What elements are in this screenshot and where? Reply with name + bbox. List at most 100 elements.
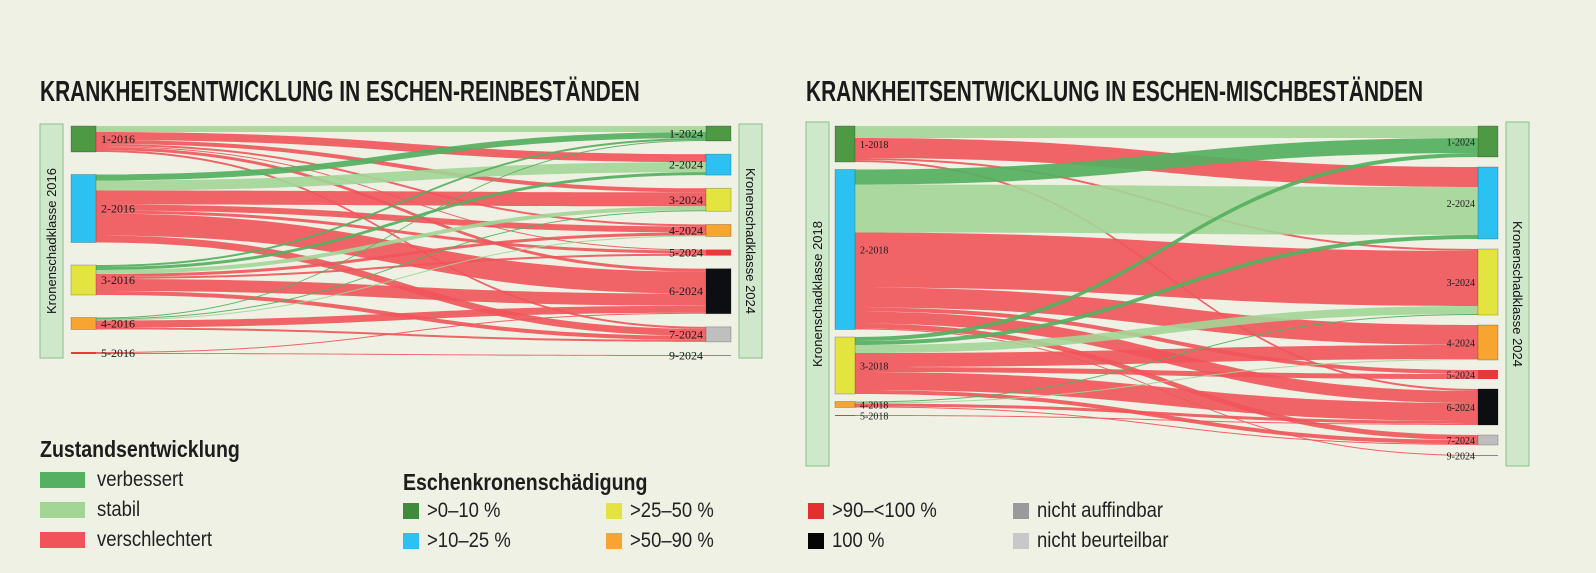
- node-4-2018: [834, 401, 856, 408]
- link-3-2018-to-3-2024-stabil: [855, 306, 1478, 353]
- node-label-1-2016: 1-2016: [101, 132, 135, 146]
- legend-swatch: [40, 502, 85, 518]
- link-3-2016-to-6-2024-verschlechtert: [96, 279, 706, 306]
- node-5-2024: [706, 249, 731, 256]
- left-axis-box: [39, 123, 64, 359]
- node-label-1-2024: 1-2024: [1447, 138, 1475, 149]
- node-label-7-2024: 7-2024: [1447, 436, 1475, 447]
- node-2-2024: [1477, 166, 1499, 240]
- node-label-6-2024: 6-2024: [669, 284, 703, 298]
- node-label-3-2024: 3-2024: [669, 193, 703, 207]
- link-4-2016-to-1-2024-verbessert: [96, 140, 706, 319]
- node-4-2024: [1477, 324, 1499, 361]
- node-3-2016: [70, 264, 97, 296]
- link-3-2016-to-4-2024-verschlechtert: [96, 232, 706, 277]
- node-label-2-2024: 2-2024: [1447, 199, 1475, 210]
- right-axis-box: [738, 123, 763, 359]
- legend-swatch: [606, 533, 622, 549]
- link-1-2016-to-1-2024-stabil: [96, 126, 706, 132]
- legend-swatch: [808, 503, 824, 519]
- node-label-3-2018: 3-2018: [860, 362, 888, 373]
- right-axis-label: Kronenschadklasse 2024: [1510, 221, 1525, 367]
- link-2-2016-to-7-2024-verschlechtert: [96, 235, 706, 336]
- node-label-9-2024: 9-2024: [669, 349, 703, 363]
- node-label-3-2024: 3-2024: [1447, 278, 1475, 289]
- link-2-2016-to-5-2024-verschlechtert: [96, 210, 706, 254]
- link-5-2018-to-6-2024-verschlechtert: [855, 415, 1478, 425]
- link-1-2018-to-1-2024-stabil: [855, 126, 1478, 138]
- legend-damage-title: Eschenkronenschädigung: [403, 469, 648, 495]
- link-3-2016-to-3-2024-stabil: [96, 206, 706, 274]
- legend-damage-item: 100 %: [808, 529, 892, 553]
- link-1-2016-to-4-2024-verschlechtert: [96, 144, 706, 227]
- node-7-2024: [705, 326, 732, 343]
- legend-damage-item: >25–50 %: [606, 499, 725, 523]
- legend-label: nicht auffindbar: [1037, 499, 1164, 522]
- node-label-2-2016: 2-2016: [101, 202, 135, 216]
- legend-status-title: Zustandsentwicklung: [40, 436, 240, 462]
- link-2-2018-to-4-2024-verschlechtert: [855, 287, 1478, 345]
- legend-item-stabil: stabil: [40, 498, 146, 522]
- node-9-2024: [1478, 455, 1498, 456]
- node-1-2024: [705, 125, 732, 142]
- legend-swatch: [40, 472, 85, 488]
- node-5-2016: [71, 352, 96, 354]
- link-3-2018-to-5-2024-verschlechtert: [855, 367, 1478, 379]
- node-5-2018: [835, 415, 855, 416]
- left-axis-box: [805, 121, 830, 467]
- legend-label: >90–<100 %: [832, 499, 937, 522]
- link-2-2018-to-5-2024-verschlechtert: [855, 307, 1478, 374]
- node-2-2016: [70, 174, 97, 243]
- link-3-2016-to-5-2024-verschlechtert: [96, 253, 706, 279]
- node-6-2024: [1477, 388, 1499, 426]
- legend-swatch: [1013, 503, 1029, 519]
- link-2-2016-to-2-2024-stabil: [96, 162, 706, 191]
- node-9-2024: [706, 355, 731, 356]
- link-1-2016-to-2-2024-verschlechtert: [96, 132, 706, 163]
- link-1-2016-to-6-2024-verschlechtert: [96, 147, 706, 272]
- legend-swatch: [403, 503, 419, 519]
- link-4-2016-to-7-2024-verschlechtert: [96, 327, 706, 342]
- link-2-2016-to-4-2024-verschlechtert: [96, 204, 706, 233]
- link-4-2016-to-3-2024-verbessert: [96, 210, 706, 320]
- node-label-5-2024: 5-2024: [669, 246, 703, 260]
- left-axis-label: Kronenschadklasse 2016: [44, 168, 59, 314]
- node-label-1-2024: 1-2024: [669, 127, 703, 141]
- node-1-2018: [834, 125, 856, 163]
- node-7-2024: [1477, 434, 1499, 446]
- chart-title-mischbestaende: KRANKHEITSENTWICKLUNG IN ESCHEN-MISCHBES…: [806, 76, 1424, 108]
- node-4-2024: [705, 224, 732, 237]
- left-axis-label: Kronenschadklasse 2018: [810, 221, 825, 367]
- node-2-2018: [834, 169, 856, 330]
- link-4-2018-to-6-2024-verschlechtert: [855, 403, 1478, 424]
- node-label-2-2018: 2-2018: [860, 246, 888, 257]
- link-4-2018-to-4-2024-stabil: [855, 359, 1478, 404]
- node-label-4-2024: 4-2024: [669, 223, 703, 237]
- legend-swatch: [808, 533, 824, 549]
- legend-swatch: [1013, 533, 1029, 549]
- legend-swatch: [606, 503, 622, 519]
- sankey-chart-0: Kronenschadklasse 2016 Kronenschadklasse …: [39, 123, 763, 363]
- node-label-5-2018: 5-2018: [860, 412, 888, 423]
- link-3-2016-to-2-2024-verbessert: [96, 172, 706, 270]
- node-label-4-2018: 4-2018: [860, 401, 888, 412]
- legend-damage-item: nicht beurteilbar: [1013, 529, 1186, 553]
- links: [855, 126, 1478, 456]
- link-5-2016-to-9-2024-verschlechtert: [96, 353, 706, 356]
- node-label-4-2024: 4-2024: [1447, 339, 1475, 350]
- node-label-9-2024: 9-2024: [1447, 452, 1475, 463]
- link-3-2018-to-4-2024-verschlechtert: [855, 345, 1478, 367]
- legend-damage-item: >90–<100 %: [808, 499, 951, 523]
- legend-label: stabil: [97, 498, 141, 521]
- node-3-2024: [705, 187, 732, 212]
- link-2-2018-to-3-2024-verschlechtert: [855, 232, 1478, 306]
- legend-label: 100 %: [832, 529, 885, 552]
- link-3-2018-to-6-2024-verschlechtert: [855, 372, 1478, 421]
- link-2-2018-to-1-2024-verbessert: [855, 138, 1478, 185]
- link-4-2016-to-6-2024-verschlechtert: [96, 305, 706, 328]
- link-5-2016-to-6-2024-verschlechtert: [96, 312, 706, 353]
- right-axis-box: [1505, 121, 1530, 467]
- node-3-2018: [834, 336, 856, 395]
- link-1-2016-to-3-2024-verschlechtert: [96, 140, 706, 193]
